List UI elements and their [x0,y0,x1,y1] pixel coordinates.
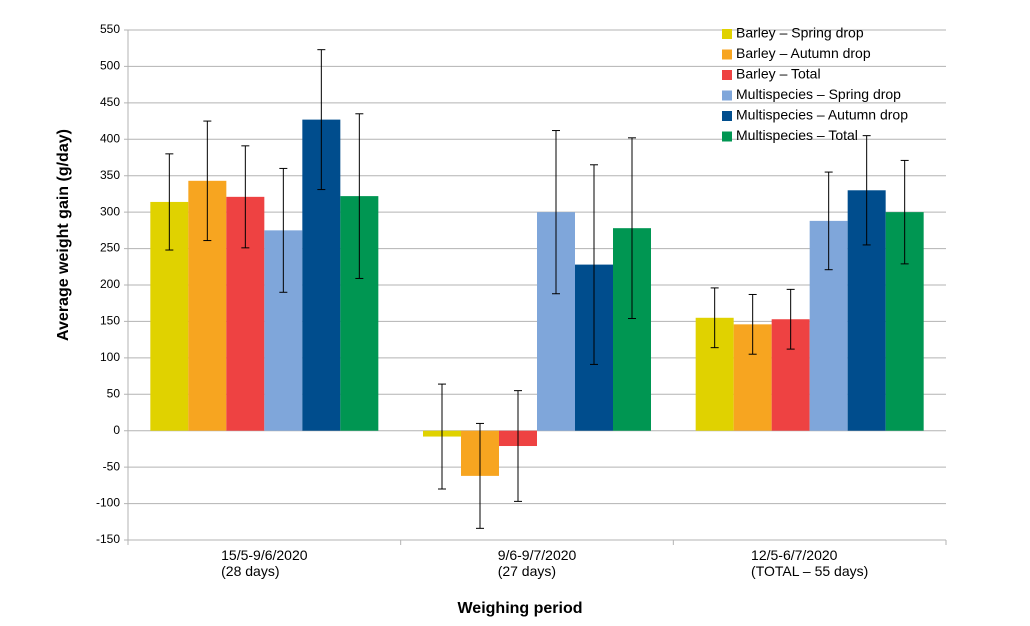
y-tick-label: -150 [96,532,120,546]
y-tick-label: 450 [100,95,120,109]
legend-swatch [722,29,732,39]
y-tick-label: 200 [100,277,120,291]
y-tick-label: 300 [100,204,120,218]
error-bar [900,159,909,265]
error-bar [748,293,757,355]
y-tick-label: -100 [96,496,120,510]
legend-label: Barley – Spring drop [736,25,864,41]
y-axis-title: Average weight gain (g/day) [55,129,72,341]
error-bar [710,287,719,349]
y-tick-label: 150 [100,314,120,328]
legend-label: Barley – Autumn drop [736,45,871,61]
y-tick-label: 550 [100,22,120,36]
y-tick-label: 500 [100,59,120,73]
error-bar [514,390,522,502]
y-tick-label: 250 [100,241,120,255]
y-tick-label: 400 [100,131,120,145]
error-bar [786,288,795,350]
legend-label: Multispecies – Spring drop [736,86,901,102]
error-bar [317,49,326,191]
x-tick-label: 9/6-9/7/2020 (27 days) [497,547,577,579]
error-bar [241,145,250,249]
x-axis-title: Weighing period [457,600,582,617]
y-tick-label: 100 [100,350,120,364]
y-tick-label: 0 [113,423,120,437]
legend-swatch [722,49,732,60]
error-bar [476,422,484,529]
legend-label: Barley – Total [736,66,821,82]
y-tick-label: -50 [103,459,121,473]
x-tick-label: 15/5-9/6/2020 (28 days) [221,547,308,579]
legend-label: Multispecies – Total [736,127,858,143]
x-tick-label: 12/5-6/7/2020 (TOTAL – 55 days) [751,547,869,579]
legend-swatch [722,131,732,142]
y-tick-label: 350 [100,168,120,182]
error-bar [590,164,598,365]
error-bar [628,137,636,320]
legend-swatch [722,70,732,80]
legend-label: Multispecies – Autumn drop [736,107,908,123]
error-bar [165,153,174,251]
error-bar [438,383,446,490]
legend-swatch [722,90,732,101]
error-bar [355,113,364,279]
error-bar [203,120,212,242]
error-bar [552,130,560,295]
error-bar [824,171,833,271]
error-bar [279,167,288,293]
error-bar [862,135,871,246]
legend-swatch [722,111,732,121]
y-tick-label: 50 [107,386,121,400]
